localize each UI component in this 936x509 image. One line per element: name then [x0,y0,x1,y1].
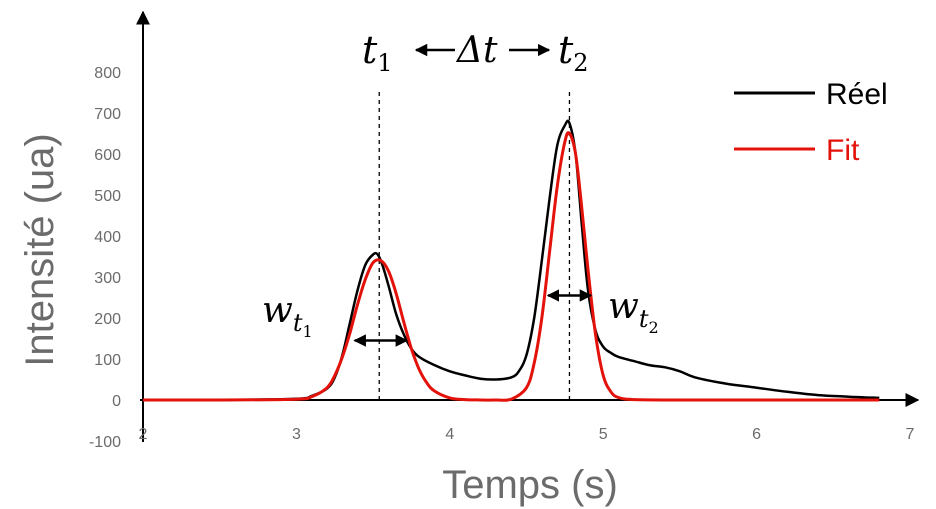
y-tick-label: -100 [89,434,121,451]
t2-annotation: t2 [558,28,589,77]
x-axis-title: Temps (s) [442,463,618,507]
w-t1-annotation: wt1 [262,290,313,341]
legend-label-reel: Réel [826,78,888,111]
x-tick-label: 7 [906,426,915,443]
x-tick-label: 5 [599,426,608,443]
legend: Réel Fit [734,78,888,167]
y-tick-label: 0 [112,393,121,410]
x-tick-label: 2 [139,426,148,443]
delta-t-annotation: Δt [455,30,498,71]
series-line-reel [142,119,880,402]
y-tick-label: 300 [94,270,121,287]
y-tick-label: 700 [94,106,121,123]
y-tick-label: 200 [94,311,121,328]
x-tick-label: 6 [752,426,761,443]
legend-label-fit: Fit [826,134,860,167]
y-tick-label: 600 [94,147,121,164]
y-tick-label: 400 [94,229,121,246]
y-tick-label: 500 [94,188,121,205]
y-tick-labels: -100 0 100 200 300 400 500 600 700 800 [89,65,121,451]
x-tick-labels: 2 3 4 5 6 7 [139,426,915,443]
series-line-fit [142,131,880,402]
y-tick-label: 800 [94,65,121,82]
y-axis-title: Intensité (ua) [18,133,62,366]
y-tick-label: 100 [94,352,121,369]
w-t2-annotation: wt2 [608,286,659,337]
x-tick-label: 3 [292,426,301,443]
x-tick-label: 4 [445,426,454,443]
t1-annotation: t1 [362,28,393,77]
